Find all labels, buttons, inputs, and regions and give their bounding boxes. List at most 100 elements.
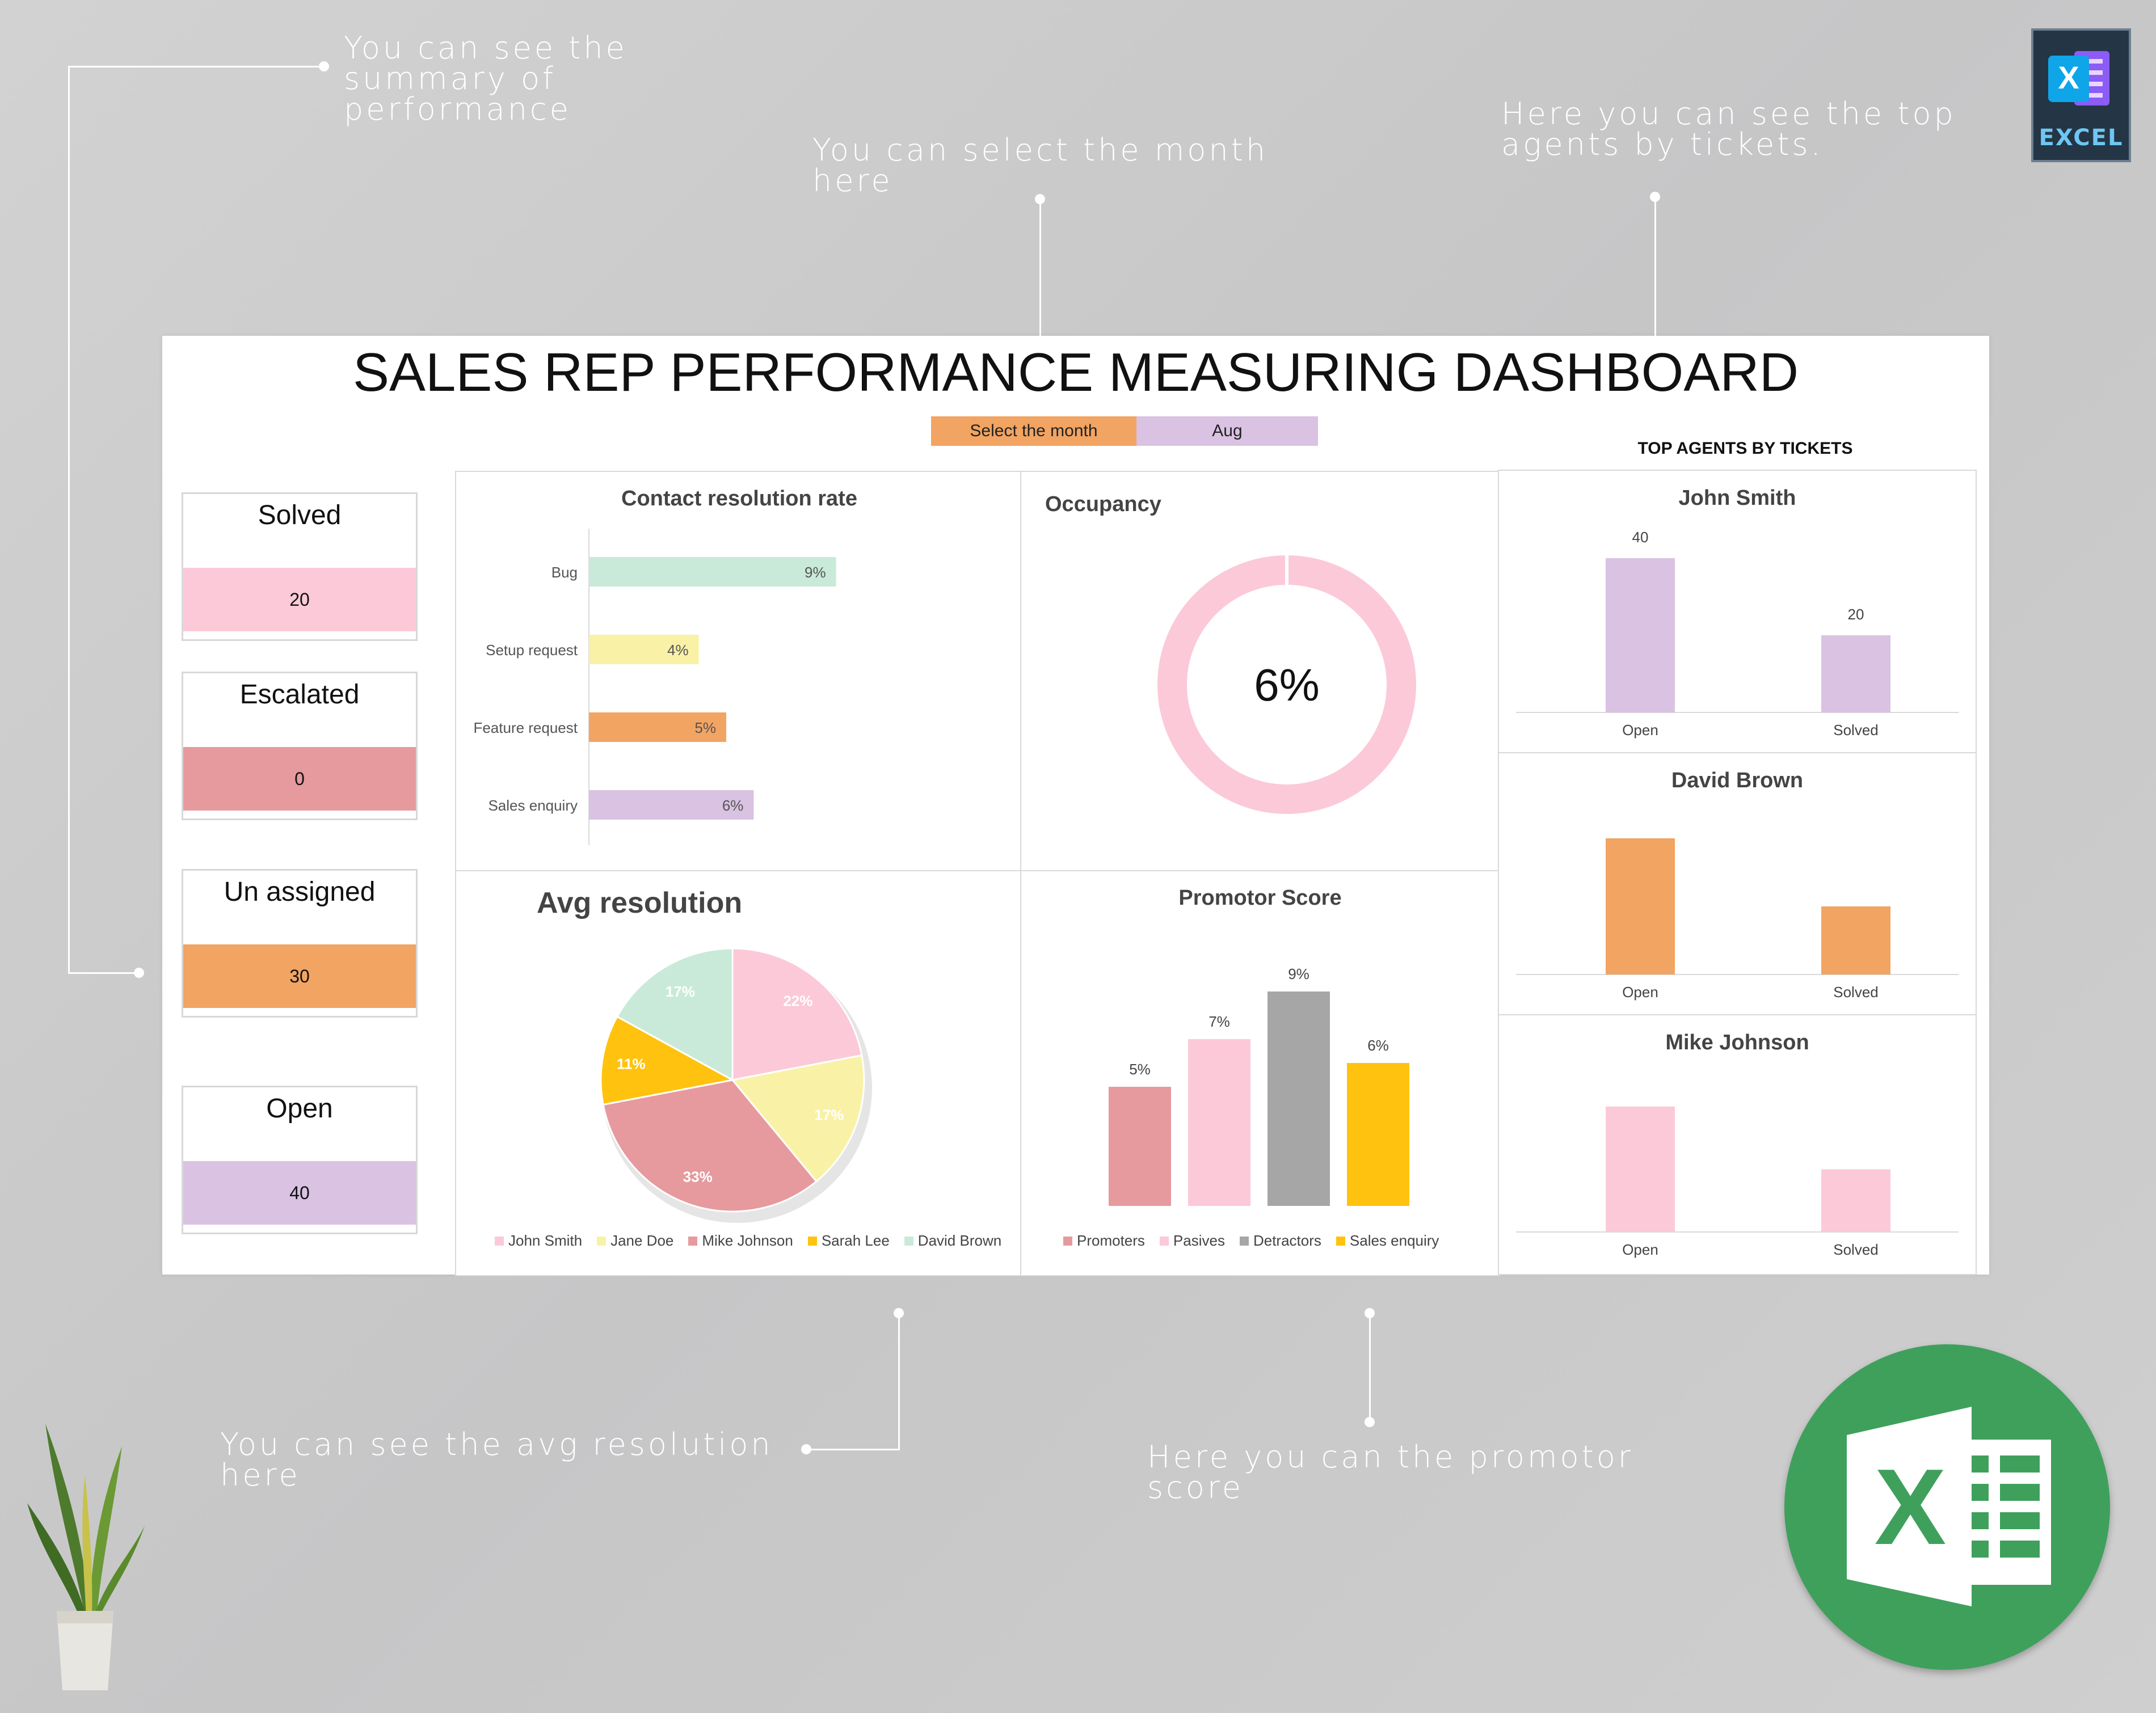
kpi-card-escalated: Escalated 0 (182, 672, 418, 820)
annotation-summary-dot (319, 61, 329, 71)
avg-resolution-slice (731, 947, 863, 1081)
kpi-value: 0 (183, 747, 416, 811)
legend-entry: John Smith (495, 1232, 582, 1250)
excel-logo-letter: X (1875, 1447, 1947, 1567)
agent-panel-john-smith: John Smith 40 Open 20 Solved (1498, 470, 1977, 756)
avg-resolution-chart: 22% 17% 33% 11% 17% (600, 947, 872, 1223)
kpi-value: 40 (183, 1161, 416, 1225)
annotation-summary-connector-top (68, 66, 323, 67)
contact-resolution-chart: Bug 9% Setup request 4% Feature request 5% Sal… (473, 529, 836, 845)
avg-resolution-slice (600, 1015, 735, 1106)
legend-label: Pasives (1173, 1232, 1225, 1249)
promotor-data-label: 7% (1208, 1013, 1230, 1030)
contact-resolution-tick-label: Feature request (473, 719, 578, 736)
legend-swatch (1159, 1236, 1169, 1246)
avg-resolution-panel: Avg resolution 22% 17% 33% 11% 17% John Smit… (455, 870, 1024, 1276)
occupancy-center-label: 6% (1254, 660, 1320, 710)
kpi-card-unassigned: Un assigned 30 (182, 869, 418, 1018)
annotation-avg-resolution-connector-v (898, 1314, 900, 1450)
legend-label: Promoters (1077, 1232, 1145, 1249)
annotation-summary: You can see the summary of performance (344, 30, 628, 127)
avg-resolution-data-label: 11% (617, 1056, 646, 1073)
annotation-summary-end-dot (134, 968, 144, 978)
annotation-promotor-top-dot (1365, 1308, 1375, 1318)
dashboard: SALES REP PERFORMANCE MEASURING DASHBOAR… (162, 336, 1989, 1276)
agent-bar (1606, 1106, 1675, 1232)
contact-resolution-panel: Contact resolution rate Bug 9% Setup reque… (455, 471, 1024, 874)
legend-swatch (597, 1236, 607, 1246)
contact-resolution-data-label: 6% (722, 797, 744, 814)
avg-resolution-data-label: 17% (666, 983, 695, 1000)
kpi-card-open: Open 40 (182, 1086, 418, 1234)
top-agents-title: TOP AGENTS BY TICKETS (1637, 439, 1853, 458)
promotor-score-chart: 5% 7% 9% 6% (1109, 965, 1409, 1206)
avg-resolution-legend: John Smith Jane Doe Mike Johnson Sarah Lee D… (495, 1232, 1001, 1250)
occupancy-panel: Occupancy 6% (1020, 471, 1500, 874)
legend-swatch (688, 1236, 698, 1246)
promotor-bar (1268, 991, 1330, 1206)
excel-logo-icon: X (1784, 1344, 2110, 1670)
annotation-avg-resolution: You can see the avg resolution here (220, 1427, 773, 1493)
dashboard-title: SALES REP PERFORMANCE MEASURING DASHBOAR… (352, 342, 1799, 403)
avg-resolution-data-label: 33% (683, 1168, 713, 1185)
annotation-promotor-score: Here you can the promotor score (1147, 1439, 1633, 1505)
kpi-card-solved: Solved 20 (182, 492, 418, 641)
annotation-avg-resolution-connector-h (806, 1449, 900, 1450)
kpi-value: 30 (183, 944, 416, 1008)
contact-resolution-bar (589, 557, 836, 587)
annotation-summary-connector-bottom (68, 972, 140, 974)
excel-badge-letter: X (2058, 60, 2079, 95)
annotation-promotor-bottom-dot (1365, 1417, 1375, 1427)
agent-panel-mike-johnson: Mike Johnson Open Solved (1498, 1014, 1977, 1275)
legend-entry: Detractors (1239, 1232, 1321, 1250)
contact-resolution-bar (589, 712, 726, 742)
legend-entry: Sarah Lee (807, 1232, 890, 1250)
contact-resolution-bar (589, 790, 754, 820)
legend-swatch (1239, 1236, 1249, 1246)
month-selector-label: Select the month (931, 416, 1136, 446)
legend-label: Sarah Lee (821, 1232, 890, 1249)
kpi-label: Solved (258, 500, 342, 530)
contact-resolution-data-label: 5% (694, 719, 716, 736)
agent-bar (1606, 558, 1675, 712)
agent-tick-label: Open (1622, 1241, 1658, 1258)
contact-resolution-data-label: 4% (667, 642, 689, 659)
annotation-avg-resolution-top-dot (894, 1308, 904, 1318)
kpi-label: Open (266, 1094, 333, 1124)
contact-resolution-tick-label: Bug (551, 564, 578, 581)
agent-bar (1821, 906, 1890, 974)
annotation-promotor-connector (1369, 1314, 1371, 1421)
agent-tick-label: Solved (1833, 1241, 1879, 1258)
legend-swatch (904, 1236, 913, 1246)
kpi-label: Escalated (239, 680, 360, 710)
agent-name-title: John Smith (1679, 486, 1796, 510)
legend-label: Sales enquiry (1349, 1232, 1439, 1249)
contact-resolution-tick-label: Setup request (486, 642, 578, 659)
agent-data-label: 40 (1632, 529, 1649, 546)
avg-resolution-data-label: 17% (814, 1106, 844, 1123)
promotor-data-label: 5% (1129, 1061, 1151, 1078)
avg-resolution-slice (602, 1079, 818, 1213)
promotor-score-panel: Promotor Score 5% 7% 9% 6% Promoters Pasives… (1020, 870, 1500, 1276)
legend-swatch (495, 1236, 504, 1246)
legend-entry: Sales enquiry (1336, 1232, 1439, 1250)
promotor-score-legend: Promoters Pasives Detractors Sales enquiry (1063, 1232, 1439, 1250)
excel-badge-icon: X EXCEL (2031, 28, 2131, 162)
occupancy-chart: 6% (1157, 553, 1416, 814)
occupancy-title: Occupancy (1045, 492, 1161, 516)
promotor-data-label: 6% (1367, 1037, 1389, 1054)
promotor-bar (1347, 1063, 1409, 1206)
annotation-select-month: You can select the month here (812, 132, 1269, 199)
agent-name-title: Mike Johnson (1665, 1031, 1809, 1054)
avg-resolution-slice (731, 1054, 865, 1183)
agent-data-label: 20 (1848, 606, 1864, 623)
kpi-value: 20 (183, 568, 416, 631)
annotation-top-agents-connector (1654, 196, 1656, 336)
legend-swatch (1063, 1236, 1072, 1246)
month-selector-dropdown[interactable]: Aug (1136, 416, 1318, 446)
kpi-label: Un assigned (224, 877, 376, 907)
promotor-score-title: Promotor Score (1178, 886, 1342, 910)
annotation-top-agents: Here you can see the top agents by ticke… (1501, 96, 1956, 162)
agent-bar (1821, 635, 1890, 712)
contact-resolution-tick-label: Sales enquiry (488, 797, 578, 814)
